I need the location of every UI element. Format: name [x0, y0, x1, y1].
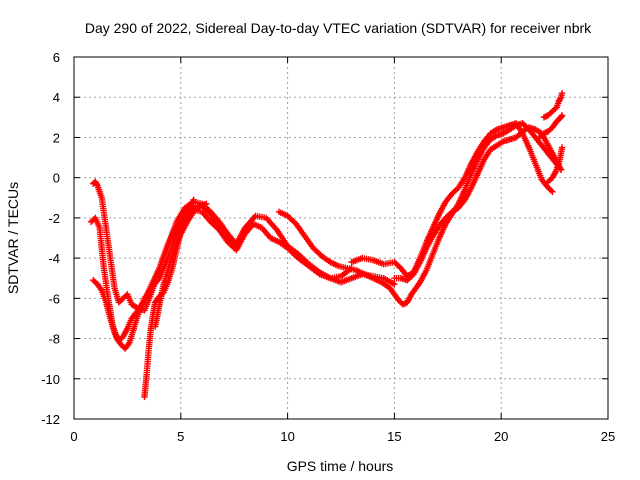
y-axis-label: SDTVAR / TECUs — [5, 182, 21, 294]
x-tick-label: 10 — [280, 429, 294, 444]
data-point — [552, 105, 559, 112]
series-track-k — [544, 144, 566, 185]
y-tick-label: -8 — [48, 332, 60, 347]
y-tick-label: -2 — [48, 211, 60, 226]
series-track-j — [540, 90, 566, 121]
x-tick-label: 25 — [601, 429, 615, 444]
chart-title: Day 290 of 2022, Sidereal Day-to-day VTE… — [85, 20, 592, 36]
series-track-f — [275, 120, 565, 308]
y-tick-label: 2 — [53, 130, 60, 145]
y-tick-labels: -12 -10 -8 -6 -4 -2 0 2 4 6 — [41, 50, 60, 427]
grid-lines — [74, 57, 608, 419]
series-track-e — [151, 200, 210, 330]
x-tick-labels: 0 5 10 15 20 25 — [70, 429, 615, 444]
data-point — [558, 144, 566, 151]
x-tick-label: 15 — [387, 429, 401, 444]
plot-frame — [73, 56, 609, 420]
y-tick-label: 4 — [53, 90, 60, 105]
data-points — [87, 90, 566, 401]
series-track-i — [536, 112, 566, 141]
x-axis-label: GPS time / hours — [287, 458, 394, 474]
y-tick-label: -10 — [41, 372, 60, 387]
y-tick-label: -4 — [48, 251, 60, 266]
x-tick-label: 0 — [70, 429, 77, 444]
data-point — [93, 181, 100, 188]
series-track-g — [348, 120, 556, 280]
data-point — [233, 242, 240, 250]
y-tick-label: -12 — [41, 412, 60, 427]
x-tick-label: 5 — [177, 429, 184, 444]
data-point — [558, 90, 566, 97]
y-tick-label: 6 — [53, 50, 60, 65]
data-point — [231, 241, 239, 248]
data-point — [557, 95, 564, 102]
data-point — [203, 200, 210, 208]
data-point — [558, 112, 566, 119]
data-point — [190, 196, 197, 203]
data-point — [391, 281, 398, 288]
x-tick-label: 20 — [494, 429, 508, 444]
axis-ticks — [73, 56, 609, 420]
y-tick-label: 0 — [53, 171, 60, 186]
data-point — [547, 187, 555, 194]
data-point — [549, 188, 556, 195]
y-tick-label: -6 — [48, 291, 60, 306]
